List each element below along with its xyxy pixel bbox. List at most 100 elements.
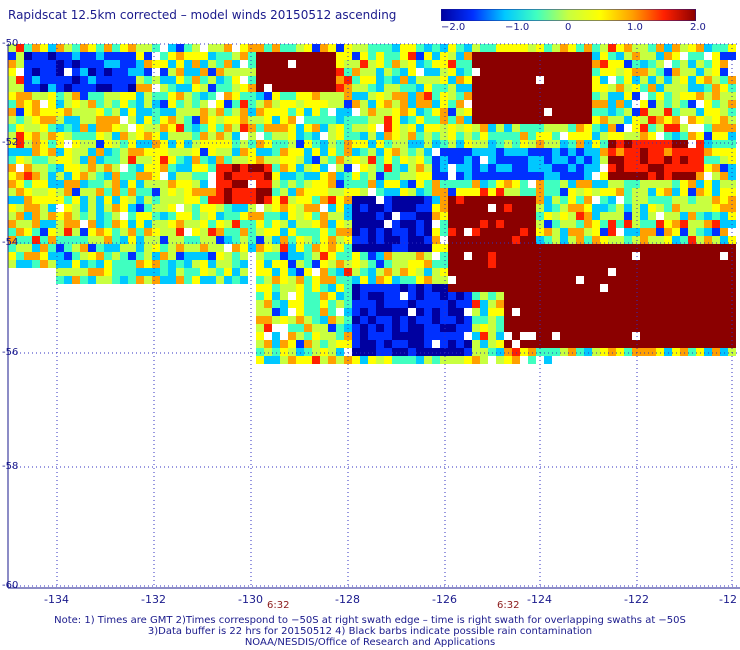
- wind-cell: [176, 52, 184, 60]
- wind-cell: [616, 124, 624, 132]
- wind-cell: [504, 228, 512, 236]
- wind-cell: [488, 140, 496, 148]
- wind-cell: [424, 156, 432, 164]
- wind-cell: [376, 140, 384, 148]
- wind-cell: [624, 196, 632, 204]
- wind-cell: [88, 156, 96, 164]
- wind-cell: [424, 52, 432, 60]
- wind-cell: [576, 172, 584, 180]
- wind-cell: [160, 236, 168, 244]
- wind-cell: [72, 268, 80, 276]
- wind-cell: [168, 236, 176, 244]
- wind-cell: [712, 124, 720, 132]
- wind-cell: [384, 340, 392, 348]
- wind-cell: [272, 60, 280, 68]
- wind-cell: [112, 244, 120, 252]
- wind-cell: [152, 124, 160, 132]
- wind-cell: [520, 164, 528, 172]
- wind-cell: [544, 204, 552, 212]
- wind-cell: [704, 324, 712, 332]
- wind-cell: [632, 164, 640, 172]
- wind-cell: [616, 236, 624, 244]
- wind-cell: [720, 308, 728, 316]
- lat-label: -60: [2, 580, 19, 591]
- wind-cell: [520, 124, 528, 132]
- wind-cell: [280, 228, 288, 236]
- wind-cell: [440, 212, 448, 220]
- wind-cell: [584, 268, 592, 276]
- wind-cell: [304, 196, 312, 204]
- wind-cell: [208, 84, 216, 92]
- wind-cell: [376, 124, 384, 132]
- wind-cell: [248, 116, 256, 124]
- wind-cell: [80, 244, 88, 252]
- wind-cell: [392, 284, 400, 292]
- wind-cell: [544, 324, 552, 332]
- wind-cell: [624, 132, 632, 140]
- wind-cell: [152, 244, 160, 252]
- wind-cell: [272, 324, 280, 332]
- wind-cell: [176, 164, 184, 172]
- wind-cell: [24, 188, 32, 196]
- wind-cell: [720, 108, 728, 116]
- wind-cell: [560, 228, 568, 236]
- wind-cell: [512, 276, 520, 284]
- wind-cell: [392, 340, 400, 348]
- wind-cell: [696, 228, 704, 236]
- wind-cell: [256, 132, 264, 140]
- wind-cell: [184, 172, 192, 180]
- wind-cell: [240, 148, 248, 156]
- wind-cell: [576, 276, 584, 284]
- colorbar-tick-label: 0: [565, 22, 572, 33]
- wind-cell: [96, 100, 104, 108]
- wind-cell: [232, 276, 240, 284]
- wind-cell: [136, 220, 144, 228]
- wind-cell: [104, 92, 112, 100]
- wind-cell: [216, 92, 224, 100]
- wind-cell: [680, 204, 688, 212]
- wind-cell: [64, 196, 72, 204]
- wind-cell: [568, 156, 576, 164]
- wind-cell: [104, 164, 112, 172]
- wind-cell: [248, 188, 256, 196]
- wind-cell: [160, 244, 168, 252]
- wind-cell: [544, 60, 552, 68]
- wind-cell: [720, 260, 728, 268]
- wind-cell: [680, 340, 688, 348]
- colorbar-tick-label: 2.0: [690, 22, 706, 33]
- wind-cell: [608, 188, 616, 196]
- wind-cell: [408, 180, 416, 188]
- wind-cell: [80, 156, 88, 164]
- wind-cell: [432, 132, 440, 140]
- wind-cell: [232, 52, 240, 60]
- wind-cell: [256, 284, 264, 292]
- wind-cell: [480, 212, 488, 220]
- wind-cell: [720, 52, 728, 60]
- wind-cell: [256, 340, 264, 348]
- wind-cell: [336, 300, 344, 308]
- wind-cell: [184, 164, 192, 172]
- wind-cell: [616, 148, 624, 156]
- wind-cell: [632, 276, 640, 284]
- wind-cell: [368, 340, 376, 348]
- wind-cell: [280, 172, 288, 180]
- wind-cell: [480, 60, 488, 68]
- wind-cell: [232, 220, 240, 228]
- wind-cell: [456, 340, 464, 348]
- wind-cell: [488, 84, 496, 92]
- wind-cell: [296, 292, 304, 300]
- wind-cell: [104, 220, 112, 228]
- wind-cell: [400, 100, 408, 108]
- wind-cell: [144, 220, 152, 228]
- wind-cell: [376, 220, 384, 228]
- wind-cell: [248, 212, 256, 220]
- wind-cell: [640, 196, 648, 204]
- wind-cell: [48, 236, 56, 244]
- wind-cell: [360, 252, 368, 260]
- wind-cell: [320, 92, 328, 100]
- wind-cell: [88, 148, 96, 156]
- wind-cell: [152, 52, 160, 60]
- wind-cell: [464, 68, 472, 76]
- wind-cell: [352, 356, 360, 364]
- wind-cell: [680, 124, 688, 132]
